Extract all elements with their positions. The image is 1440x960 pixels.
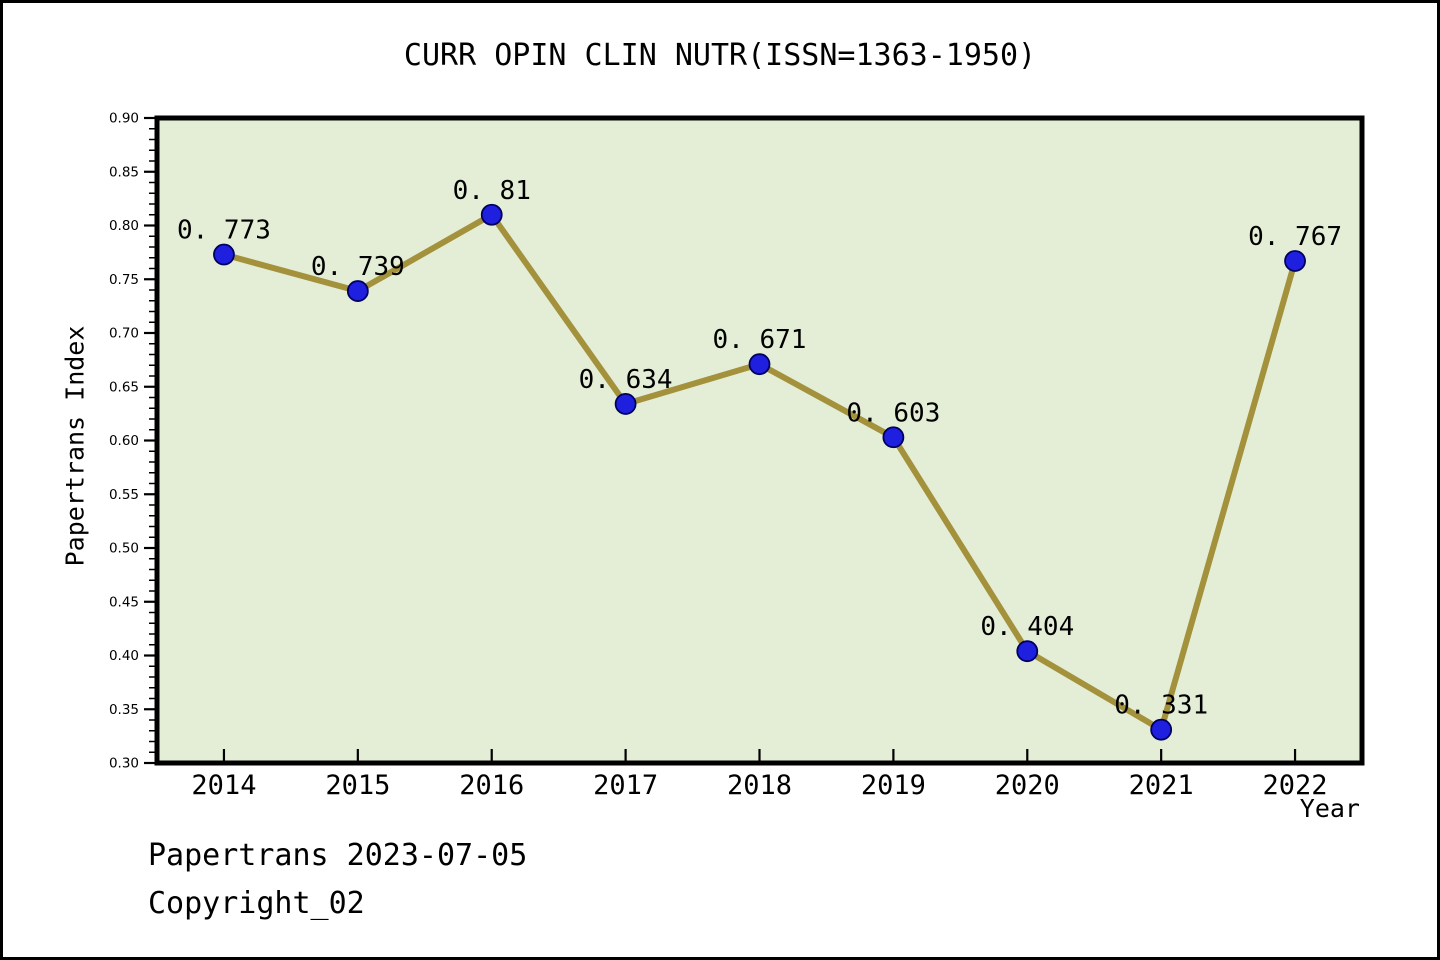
y-tick-label: 0.70 xyxy=(109,326,139,342)
data-point xyxy=(882,426,905,449)
data-point xyxy=(213,243,235,266)
x-tick-label: 2022 xyxy=(1263,770,1328,801)
data-point-label: 0. 634 xyxy=(579,365,673,395)
x-tick-label: 2021 xyxy=(1129,770,1194,801)
data-point xyxy=(346,280,369,302)
data-point-label: 0. 404 xyxy=(980,612,1074,642)
data-point xyxy=(748,353,771,376)
footer-copyright-line: Copyright_02 xyxy=(148,886,365,921)
data-point-label: 0. 331 xyxy=(1114,691,1208,721)
data-point-label: 0. 671 xyxy=(713,325,807,355)
x-tick-label: 2019 xyxy=(861,770,926,801)
data-point xyxy=(1284,250,1306,272)
plot-border xyxy=(154,115,1365,766)
plot-area xyxy=(157,118,1362,763)
data-point xyxy=(1150,718,1173,741)
y-tick-label: 0.50 xyxy=(109,541,139,557)
y-tick-label: 0.30 xyxy=(109,756,139,772)
x-tick-label: 2017 xyxy=(593,770,658,801)
y-tick-label: 0.85 xyxy=(109,164,139,180)
x-axis-label: Year xyxy=(1299,794,1360,823)
data-point xyxy=(480,203,503,226)
data-point-label: 0. 603 xyxy=(846,398,940,428)
x-tick-label: 2020 xyxy=(995,770,1060,801)
y-tick-label: 0.45 xyxy=(109,594,139,610)
footer-source-line: Papertrans 2023-07-05 xyxy=(148,838,528,873)
data-point xyxy=(1016,640,1039,663)
x-tick-label: 2014 xyxy=(191,770,256,801)
y-tick-label: 0.60 xyxy=(109,433,139,449)
data-point xyxy=(614,393,637,415)
y-tick-label: 0.55 xyxy=(109,487,139,503)
x-tick-label: 2016 xyxy=(459,770,524,801)
y-tick-label: 0.40 xyxy=(109,648,139,664)
y-tick-label: 0.90 xyxy=(109,111,139,127)
x-tick-label: 2018 xyxy=(727,770,792,801)
y-tick-label: 0.65 xyxy=(109,379,139,395)
x-tick-label: 2015 xyxy=(325,770,390,801)
y-tick-label: 0.35 xyxy=(109,702,139,718)
y-tick-label: 0.80 xyxy=(109,218,139,234)
data-point-label: 0. 81 xyxy=(453,176,531,206)
data-point-label: 0. 767 xyxy=(1248,222,1342,252)
y-tick-label: 0.75 xyxy=(109,272,139,288)
chart-title: CURR OPIN CLIN NUTR(ISSN=1363-1950) xyxy=(403,38,1037,73)
data-point-label: 0. 773 xyxy=(177,216,271,246)
data-point-label: 0. 739 xyxy=(311,252,405,282)
